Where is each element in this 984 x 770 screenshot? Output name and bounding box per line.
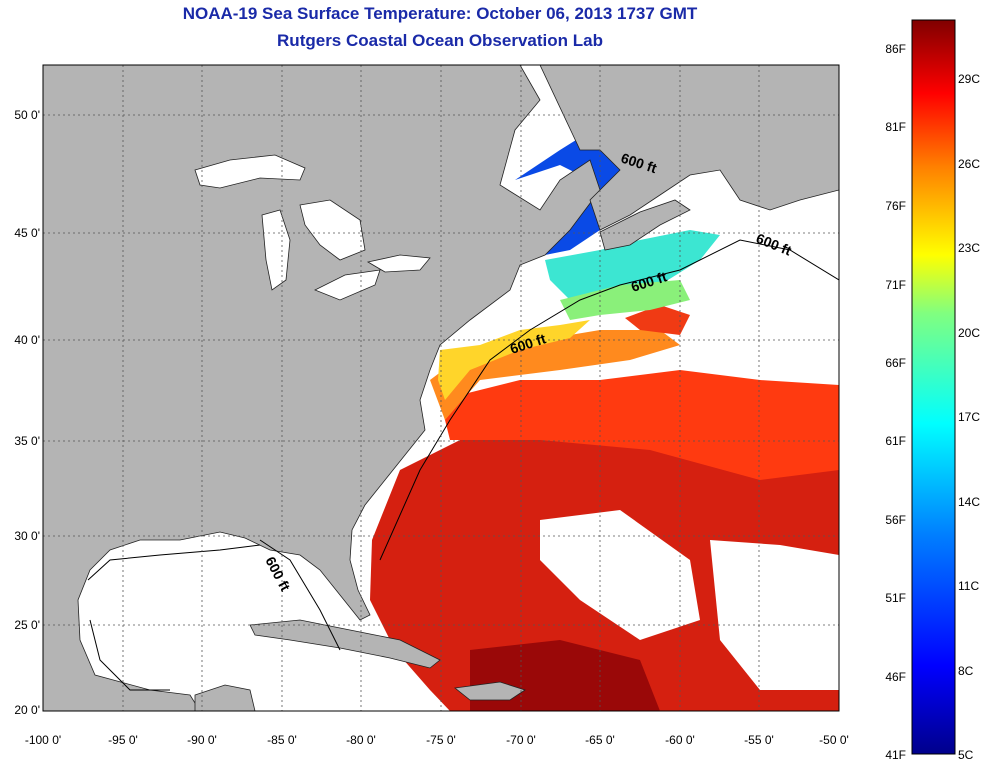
land-north-america [43, 65, 601, 711]
land-yucatan [194, 684, 256, 711]
colorbar-f-label: 86F [885, 42, 906, 56]
x-tick-label: -50 0' [819, 733, 849, 747]
sst-cyan [545, 230, 720, 300]
colorbar-c-label: 17C [958, 410, 981, 424]
lake-michigan [261, 209, 291, 291]
land-nova-scotia [599, 199, 691, 251]
map-title: NOAA-19 Sea Surface Temperature: October… [182, 4, 698, 23]
sst-cloud-gap [540, 510, 700, 640]
colorbar-c-label: 5C [958, 748, 974, 762]
colorbar-f-label: 66F [885, 356, 906, 370]
sst-gulfstream [440, 370, 839, 480]
colorbar-f-label: 41F [885, 748, 906, 762]
y-tick-label: 30 0' [14, 529, 40, 543]
colorbar-c-label: 11C [958, 579, 980, 593]
lake-superior [194, 154, 306, 189]
y-tick-label: 20 0' [14, 703, 40, 717]
gulf-shelf [87, 544, 261, 691]
sst-cloud-gap-2 [710, 540, 839, 690]
y-tick-label: 45 0' [14, 226, 40, 240]
x-tick-label: -80 0' [346, 733, 376, 747]
colorbar-c-label: 20C [958, 326, 981, 340]
y-tick-label: 40 0' [14, 333, 40, 347]
contour-600ft [259, 239, 839, 651]
colorbar-c-label: 26C [958, 157, 981, 171]
lake-ontario [366, 254, 431, 273]
y-tick-label: 25 0' [14, 618, 40, 632]
x-tick-label: -95 0' [108, 733, 138, 747]
y-tick-label: 50 0' [14, 108, 40, 122]
colorbar-f-label: 71F [885, 278, 906, 292]
sst-green [560, 280, 690, 320]
colorbar-f-label: 51F [885, 591, 906, 605]
map-subtitle: Rutgers Coastal Ocean Observation Lab [277, 31, 603, 50]
x-tick-label: -75 0' [426, 733, 456, 747]
map-frame [42, 64, 840, 712]
colorbar-f-label: 61F [885, 434, 906, 448]
colorbar-f-label: 81F [885, 120, 906, 134]
colorbar-f-label: 76F [885, 199, 906, 213]
sst-mid-red-patch [625, 305, 690, 335]
colorbar-c-label: 8C [958, 664, 974, 678]
x-tick-label: -70 0' [506, 733, 536, 747]
colorbar-f-label: 56F [885, 513, 906, 527]
colorbar-c-label: 14C [958, 495, 981, 509]
land-cuba [249, 619, 441, 669]
x-tick-label: -100 0' [24, 733, 62, 747]
x-tick-label: -90 0' [187, 733, 217, 747]
land-hispaniola [454, 681, 526, 701]
y-tick-label: 35 0' [14, 434, 40, 448]
x-tick-label: -55 0' [744, 733, 774, 747]
colorbar-f-label: 46F [885, 670, 906, 684]
lake-huron [299, 199, 366, 261]
colorbar [911, 19, 956, 755]
sst-yellow [438, 320, 590, 400]
land-maritimes [539, 65, 839, 231]
x-tick-label: -60 0' [665, 733, 695, 747]
lake-erie [314, 269, 381, 301]
x-tick-label: -65 0' [585, 733, 615, 747]
colorbar-c-label: 23C [958, 241, 981, 255]
colorbar-c-label: 29C [958, 72, 981, 86]
x-tick-label: -85 0' [267, 733, 297, 747]
